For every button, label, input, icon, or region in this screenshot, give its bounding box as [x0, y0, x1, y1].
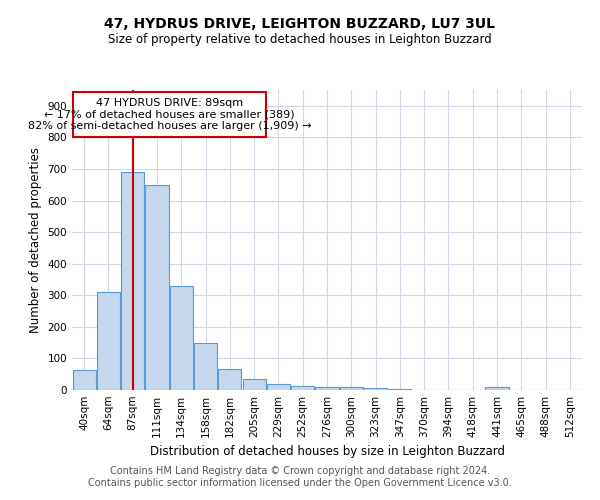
Bar — [291, 386, 314, 390]
X-axis label: Distribution of detached houses by size in Leighton Buzzard: Distribution of detached houses by size … — [149, 446, 505, 458]
Bar — [316, 388, 338, 390]
Bar — [170, 286, 193, 390]
Bar — [145, 184, 169, 390]
Text: Contains HM Land Registry data © Crown copyright and database right 2024.
Contai: Contains HM Land Registry data © Crown c… — [88, 466, 512, 487]
Bar — [97, 292, 120, 390]
FancyBboxPatch shape — [73, 92, 266, 138]
Text: 82% of semi-detached houses are larger (1,909) →: 82% of semi-detached houses are larger (… — [28, 121, 311, 131]
Bar — [218, 370, 241, 390]
Y-axis label: Number of detached properties: Number of detached properties — [29, 147, 42, 333]
Bar — [194, 342, 217, 390]
Text: ← 17% of detached houses are smaller (389): ← 17% of detached houses are smaller (38… — [44, 110, 295, 120]
Text: Size of property relative to detached houses in Leighton Buzzard: Size of property relative to detached ho… — [108, 32, 492, 46]
Text: 47 HYDRUS DRIVE: 89sqm: 47 HYDRUS DRIVE: 89sqm — [96, 98, 244, 108]
Bar — [364, 388, 387, 390]
Bar — [242, 379, 266, 390]
Bar — [121, 172, 144, 390]
Bar — [485, 388, 509, 390]
Bar — [73, 370, 95, 390]
Bar — [340, 388, 363, 390]
Text: 47, HYDRUS DRIVE, LEIGHTON BUZZARD, LU7 3UL: 47, HYDRUS DRIVE, LEIGHTON BUZZARD, LU7 … — [104, 18, 496, 32]
Bar — [267, 384, 290, 390]
Bar — [388, 388, 412, 390]
